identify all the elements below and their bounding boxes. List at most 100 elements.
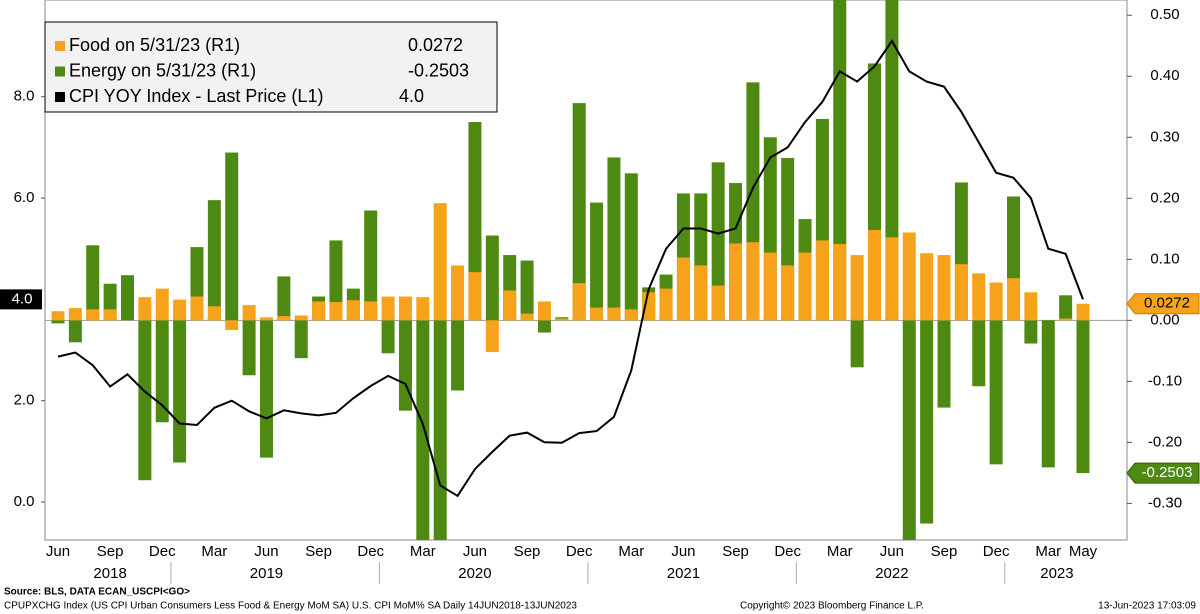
legend-value: 0.0272 <box>408 35 463 55</box>
year-label: 2018 <box>93 565 126 582</box>
bar <box>381 296 395 321</box>
x-tick-label: Jun <box>880 543 904 560</box>
x-tick-label: Jun <box>46 543 70 560</box>
y2-tick-label: -0.30 <box>1148 494 1182 511</box>
bar <box>468 122 482 321</box>
x-tick-label: Mar <box>201 543 227 560</box>
y2-tick-label: -0.10 <box>1148 372 1182 389</box>
source: Source: BLS, DATA ECAN_USCPI<GO> <box>4 587 190 598</box>
bar <box>920 320 934 524</box>
bar <box>364 301 378 321</box>
bar <box>225 320 239 331</box>
legend-value: -0.2503 <box>408 60 469 80</box>
bar <box>225 152 239 321</box>
y-tick-label: 0.0 <box>14 493 35 510</box>
y2-tick-label: 0.50 <box>1150 6 1179 23</box>
x-tick-label: Mar <box>827 543 853 560</box>
bar <box>138 297 152 321</box>
last-value-label: -0.2503 <box>1142 464 1193 481</box>
legend-label: Food on 5/31/23 (R1) <box>69 35 240 55</box>
bar <box>590 307 604 321</box>
bar <box>902 320 916 540</box>
legend-swatch <box>55 92 65 102</box>
bar <box>468 272 482 321</box>
bar <box>103 309 117 321</box>
y2-tick-label: 0.20 <box>1150 189 1179 206</box>
y2-tick-label: 0.00 <box>1150 311 1179 328</box>
bar <box>833 244 847 321</box>
y-tick-label: 6.0 <box>14 189 35 206</box>
x-tick-label: Sep <box>722 543 749 560</box>
bar <box>607 157 621 321</box>
bar <box>850 255 864 321</box>
bar <box>642 292 656 321</box>
year-label: 2023 <box>1040 565 1073 582</box>
bar <box>902 232 916 321</box>
bar <box>381 320 395 354</box>
bar <box>207 200 221 321</box>
bar <box>138 320 152 481</box>
y-tick-label: 2.0 <box>14 392 35 409</box>
x-tick-label: Dec <box>357 543 384 560</box>
bar <box>86 309 100 321</box>
bar <box>259 317 273 321</box>
legend-box <box>44 21 498 113</box>
bar <box>1059 318 1073 321</box>
bar <box>155 288 169 321</box>
line <box>57 39 1084 498</box>
bar <box>746 242 760 321</box>
bar <box>937 320 951 408</box>
bar <box>277 316 291 321</box>
bar <box>242 320 256 376</box>
last-value-label: 4.0 <box>12 290 33 307</box>
bar <box>815 240 829 321</box>
year-label: 2022 <box>875 565 908 582</box>
x-tick-label: Mar <box>410 543 436 560</box>
bar <box>433 203 447 321</box>
bar <box>242 305 256 321</box>
bar <box>68 308 82 321</box>
x-tick-label: Sep <box>514 543 541 560</box>
year-label: 2019 <box>250 565 283 582</box>
bar <box>798 252 812 321</box>
bar <box>451 320 465 391</box>
x-tick-label: Sep <box>931 543 958 560</box>
last-value-tag <box>1126 462 1200 484</box>
bar <box>259 320 273 458</box>
bar <box>68 320 82 343</box>
y2-tick-label: -0.20 <box>1148 433 1182 450</box>
bar <box>537 320 551 333</box>
y-tick-label: 8.0 <box>14 88 35 105</box>
bar <box>520 260 534 321</box>
y2-tick-label: 0.30 <box>1150 128 1179 145</box>
bar <box>781 265 795 321</box>
bar <box>676 257 690 321</box>
bar <box>277 276 291 321</box>
legend-label: CPI YOY Index - Last Price (L1) <box>69 86 323 106</box>
bar <box>711 285 725 321</box>
plot-frame <box>44 0 1128 541</box>
bar <box>989 320 1003 465</box>
bar <box>1024 292 1038 321</box>
bar <box>555 318 569 321</box>
bar <box>729 243 743 321</box>
bar <box>572 103 586 321</box>
bar <box>207 306 221 321</box>
bar <box>590 202 604 321</box>
x-tick-label: Dec <box>983 543 1010 560</box>
bar <box>1076 320 1090 474</box>
bar <box>920 253 934 321</box>
bar <box>485 235 499 321</box>
footer: CPUPXCHG Index (US CPI Urban Consumers L… <box>4 601 577 612</box>
last-value-label: 0.0272 <box>1144 295 1190 312</box>
x-tick-label: Jun <box>671 543 695 560</box>
legend-swatch <box>55 41 65 51</box>
last-value-tag <box>1126 293 1200 315</box>
bar <box>520 313 534 321</box>
bar <box>954 264 968 321</box>
x-tick-label: Dec <box>774 543 801 560</box>
bar <box>989 282 1003 321</box>
bar <box>86 245 100 321</box>
legend-swatch <box>55 66 65 77</box>
bar <box>868 230 882 321</box>
